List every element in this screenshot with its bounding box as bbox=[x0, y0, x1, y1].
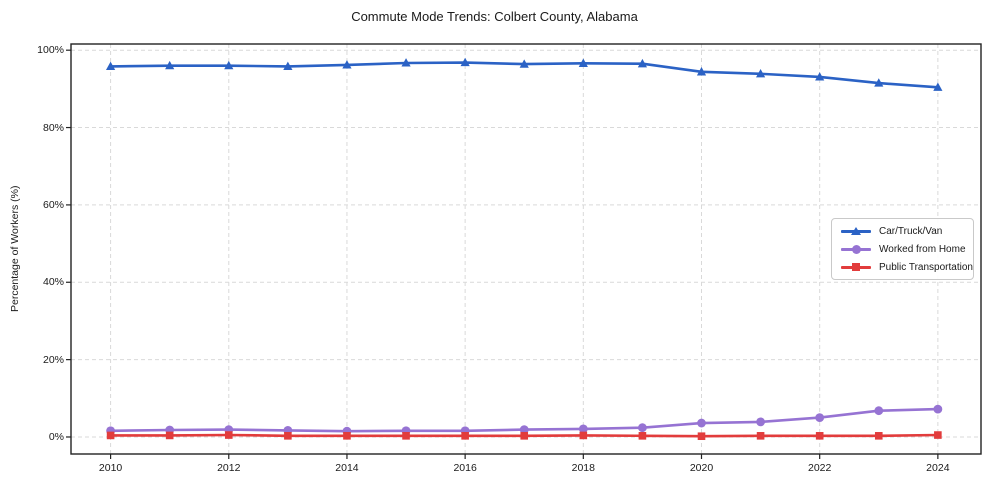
y-tick-label: 0% bbox=[48, 430, 64, 443]
legend-entry-public-transportation: Public Transportation bbox=[841, 261, 973, 273]
line-square-marker-icon bbox=[841, 261, 871, 273]
x-tick-label: 2010 bbox=[98, 462, 123, 474]
line-circle-marker-icon bbox=[841, 243, 871, 255]
y-tick-label: 40% bbox=[42, 276, 64, 289]
y-tick-label: 20% bbox=[42, 353, 64, 366]
line-triangle-marker-icon bbox=[841, 225, 871, 237]
x-tick-label: 2022 bbox=[807, 462, 832, 474]
chart-title: Commute Mode Trends: Colbert County, Ala… bbox=[351, 9, 638, 24]
x-tick-label: 2012 bbox=[217, 462, 241, 474]
legend-entry-worked-from-home: Worked from Home bbox=[841, 243, 966, 255]
x-tick-label: 2024 bbox=[926, 462, 950, 474]
x-tick-label: 2016 bbox=[453, 462, 477, 474]
y-tick-label: 60% bbox=[42, 198, 64, 211]
x-tick-label: 2018 bbox=[571, 462, 595, 474]
legend-entry-car-truck-van: Car/Truck/Van bbox=[841, 225, 965, 237]
x-tick-label: 2014 bbox=[335, 462, 359, 474]
legend: Car/Truck/Van Worked from Home Public Tr… bbox=[831, 218, 974, 280]
x-tick-label: 2020 bbox=[689, 462, 714, 474]
y-tick-label: 100% bbox=[37, 44, 64, 57]
legend-label: Worked from Home bbox=[879, 243, 966, 255]
legend-label: Public Transportation bbox=[879, 261, 973, 273]
y-tick-label: 80% bbox=[42, 121, 64, 134]
legend-label: Car/Truck/Van bbox=[879, 225, 943, 237]
